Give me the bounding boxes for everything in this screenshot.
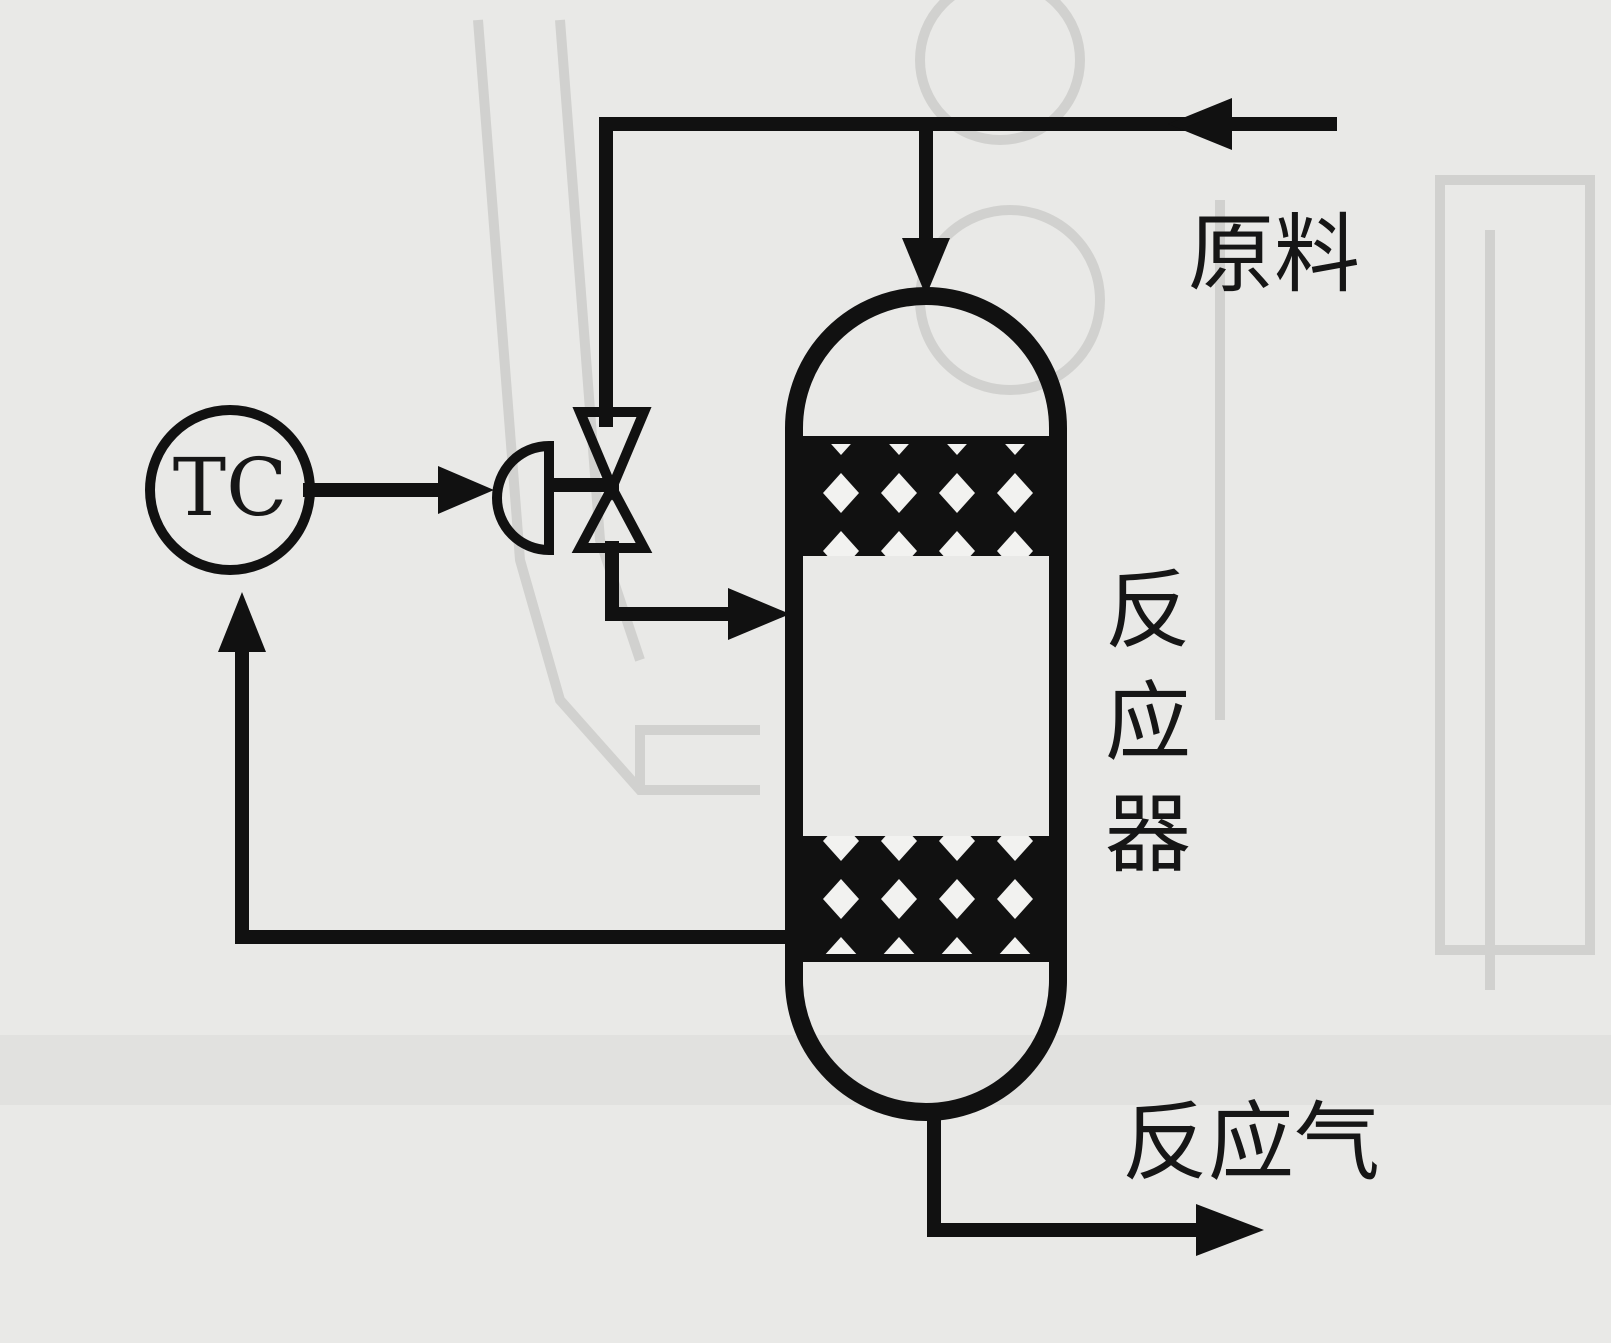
signal-arrowhead (438, 466, 494, 514)
feed-label: 原料 (1188, 205, 1360, 305)
reactor-label-char-1: 反 (1105, 561, 1191, 661)
controller-output-signal (303, 466, 494, 514)
product-gas-arrowhead (1196, 1204, 1264, 1256)
reactor-shell (785, 287, 1067, 1121)
upper-catalyst-bed (794, 440, 1058, 556)
lower-catalyst-bed (794, 836, 1058, 958)
temperature-controller: TC (145, 405, 315, 575)
product-gas-outlet (927, 1103, 1264, 1256)
product-gas-label: 反应气 (1122, 1093, 1380, 1193)
temperature-measurement-line (218, 592, 793, 944)
feed-line (599, 98, 1337, 427)
valve-outlet-to-reactor (605, 541, 790, 640)
reactor-top-inlet-arrowhead (902, 238, 950, 296)
valve-body-lower (571, 477, 653, 553)
feed-branch-to-reactor-top (902, 117, 950, 296)
reactor-label-char-3: 器 (1105, 785, 1191, 885)
reactor-side-inlet-arrowhead (728, 588, 790, 640)
measurement-arrowhead (218, 592, 266, 652)
valve-actuator (492, 440, 554, 556)
reactor-label-char-2: 应 (1105, 673, 1191, 773)
controller-tag: TC (173, 441, 288, 534)
feed-flow-arrowhead (1168, 98, 1232, 150)
bleed-through-marks (473, 0, 1595, 990)
valve-body-upper (572, 407, 652, 501)
reactor-vessel (785, 287, 1067, 1121)
